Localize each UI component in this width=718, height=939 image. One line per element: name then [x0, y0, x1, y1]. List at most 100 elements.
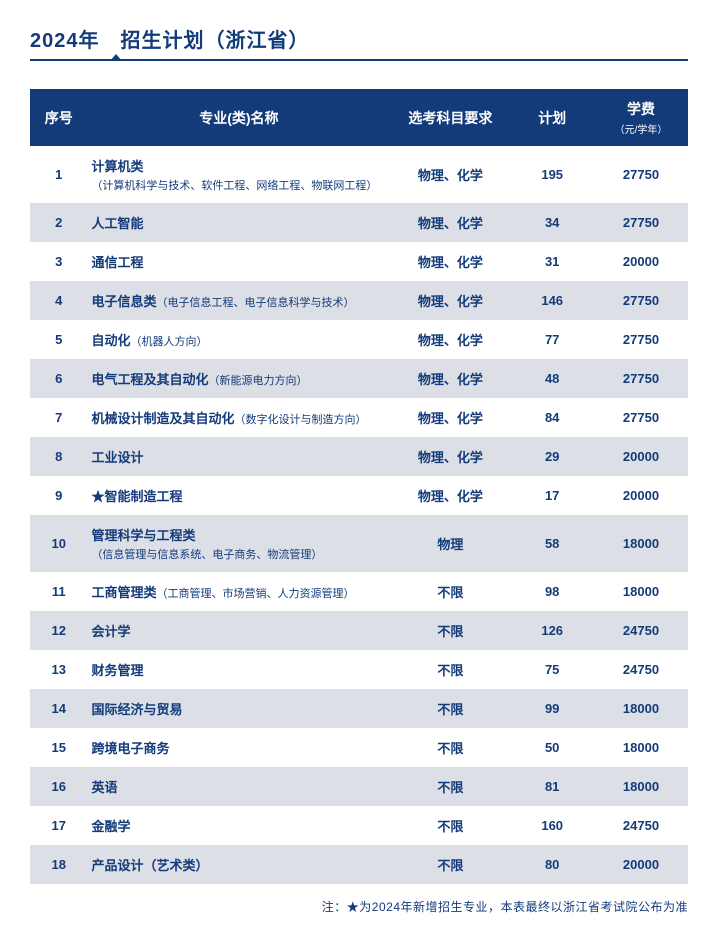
- cell-fee: 24750: [594, 611, 688, 650]
- major-name: 管理科学与工程类: [91, 528, 195, 543]
- cell-requirement: 不限: [390, 845, 510, 884]
- cell-major: ★智能制造工程: [87, 476, 390, 515]
- table-row: 10管理科学与工程类（信息管理与信息系统、电子商务、物流管理）物理5818000: [30, 515, 688, 572]
- major-name: 工业设计: [91, 450, 143, 465]
- cell-plan: 99: [510, 689, 594, 728]
- cell-major: 机械设计制造及其自动化（数字化设计与制造方向）: [87, 398, 390, 437]
- cell-major: 工商管理类（工商管理、市场营销、人力资源管理）: [87, 572, 390, 611]
- table-row: 11工商管理类（工商管理、市场营销、人力资源管理）不限9818000: [30, 572, 688, 611]
- title-underline: [30, 59, 688, 61]
- cell-fee: 18000: [594, 515, 688, 572]
- cell-idx: 8: [30, 437, 87, 476]
- cell-major: 国际经济与贸易: [87, 689, 390, 728]
- table-row: 4 电子信息类（电子信息工程、电子信息科学与技术） 物理、化学14627750: [30, 281, 688, 320]
- major-name: 会计学: [91, 624, 130, 639]
- col-header-fee-unit: （元/学年）: [600, 121, 682, 136]
- cell-requirement: 物理、化学: [390, 476, 510, 515]
- cell-requirement: 不限: [390, 611, 510, 650]
- major-note: （计算机科学与技术、软件工程、网络工程、物联网工程）: [91, 177, 382, 193]
- cell-plan: 17: [510, 476, 594, 515]
- table-row: 3通信工程物理、化学3120000: [30, 242, 688, 281]
- cell-idx: 15: [30, 728, 87, 767]
- cell-fee: 27750: [594, 398, 688, 437]
- cell-requirement: 不限: [390, 689, 510, 728]
- cell-major: 金融学: [87, 806, 390, 845]
- cell-plan: 81: [510, 767, 594, 806]
- major-name: 英语: [91, 780, 117, 795]
- cell-major: 电气工程及其自动化（新能源电力方向）: [87, 359, 390, 398]
- cell-requirement: 不限: [390, 767, 510, 806]
- cell-idx: 5: [30, 320, 87, 359]
- table-row: 14国际经济与贸易不限9918000: [30, 689, 688, 728]
- cell-idx: 13: [30, 650, 87, 689]
- cell-fee: 27750: [594, 281, 688, 320]
- cell-idx: 1: [30, 146, 87, 203]
- cell-plan: 195: [510, 146, 594, 203]
- footnote: 注：★为2024年新增招生专业，本表最终以浙江省考试院公布为准: [30, 898, 688, 915]
- table-row: 2人工智能物理、化学3427750: [30, 203, 688, 242]
- cell-fee: 27750: [594, 320, 688, 359]
- cell-requirement: 不限: [390, 572, 510, 611]
- cell-fee: 20000: [594, 476, 688, 515]
- cell-requirement: 不限: [390, 650, 510, 689]
- table-header-row: 序号 专业(类)名称 选考科目要求 计划 学费 （元/学年）: [30, 89, 688, 146]
- cell-requirement: 物理、化学: [390, 437, 510, 476]
- cell-plan: 126: [510, 611, 594, 650]
- cell-requirement: 物理、化学: [390, 281, 510, 320]
- major-note: （电子信息工程、电子信息科学与技术）: [156, 297, 354, 309]
- cell-major: 人工智能: [87, 203, 390, 242]
- cell-plan: 29: [510, 437, 594, 476]
- cell-plan: 50: [510, 728, 594, 767]
- cell-plan: 160: [510, 806, 594, 845]
- major-name: 跨境电子商务: [91, 741, 169, 756]
- major-note: （新能源电力方向）: [208, 375, 307, 387]
- cell-fee: 18000: [594, 689, 688, 728]
- cell-plan: 80: [510, 845, 594, 884]
- cell-fee: 27750: [594, 359, 688, 398]
- major-name: 通信工程: [91, 255, 143, 270]
- cell-major: 会计学: [87, 611, 390, 650]
- col-header-fee: 学费 （元/学年）: [594, 89, 688, 146]
- table-row: 6电气工程及其自动化（新能源电力方向）物理、化学4827750: [30, 359, 688, 398]
- major-name: 国际经济与贸易: [91, 702, 182, 717]
- cell-fee: 27750: [594, 146, 688, 203]
- cell-idx: 6: [30, 359, 87, 398]
- cell-plan: 77: [510, 320, 594, 359]
- cell-requirement: 物理、化学: [390, 398, 510, 437]
- cell-requirement: 物理、化学: [390, 320, 510, 359]
- cell-plan: 75: [510, 650, 594, 689]
- cell-idx: 2: [30, 203, 87, 242]
- cell-requirement: 物理、化学: [390, 359, 510, 398]
- cell-requirement: 物理、化学: [390, 146, 510, 203]
- major-name: 工商管理类: [91, 585, 156, 600]
- cell-major: 产品设计（艺术类）: [87, 845, 390, 884]
- page-title: 2024年 招生计划（浙江省）: [30, 24, 688, 53]
- major-note: （数字化设计与制造方向）: [234, 414, 366, 426]
- major-name: 金融学: [91, 819, 130, 834]
- cell-requirement: 不限: [390, 806, 510, 845]
- cell-idx: 3: [30, 242, 87, 281]
- table-row: 12会计学不限12624750: [30, 611, 688, 650]
- cell-major: 通信工程: [87, 242, 390, 281]
- col-header-name: 专业(类)名称: [87, 89, 390, 146]
- cell-plan: 58: [510, 515, 594, 572]
- cell-fee: 18000: [594, 572, 688, 611]
- cell-idx: 16: [30, 767, 87, 806]
- table-row: 13财务管理不限7524750: [30, 650, 688, 689]
- cell-fee: 18000: [594, 728, 688, 767]
- cell-plan: 31: [510, 242, 594, 281]
- cell-major: 自动化（机器人方向）: [87, 320, 390, 359]
- cell-requirement: 物理: [390, 515, 510, 572]
- cell-fee: 27750: [594, 203, 688, 242]
- col-header-fee-label: 学费: [627, 101, 655, 117]
- table-row: 1计算机类（计算机科学与技术、软件工程、网络工程、物联网工程）物理、化学1952…: [30, 146, 688, 203]
- cell-fee: 24750: [594, 806, 688, 845]
- cell-idx: 4: [30, 281, 87, 320]
- cell-plan: 146: [510, 281, 594, 320]
- major-note: （机器人方向）: [130, 336, 207, 348]
- cell-major: 工业设计: [87, 437, 390, 476]
- cell-idx: 17: [30, 806, 87, 845]
- cell-plan: 98: [510, 572, 594, 611]
- major-name: 电子信息类: [91, 294, 156, 309]
- major-name: 机械设计制造及其自动化: [91, 411, 234, 426]
